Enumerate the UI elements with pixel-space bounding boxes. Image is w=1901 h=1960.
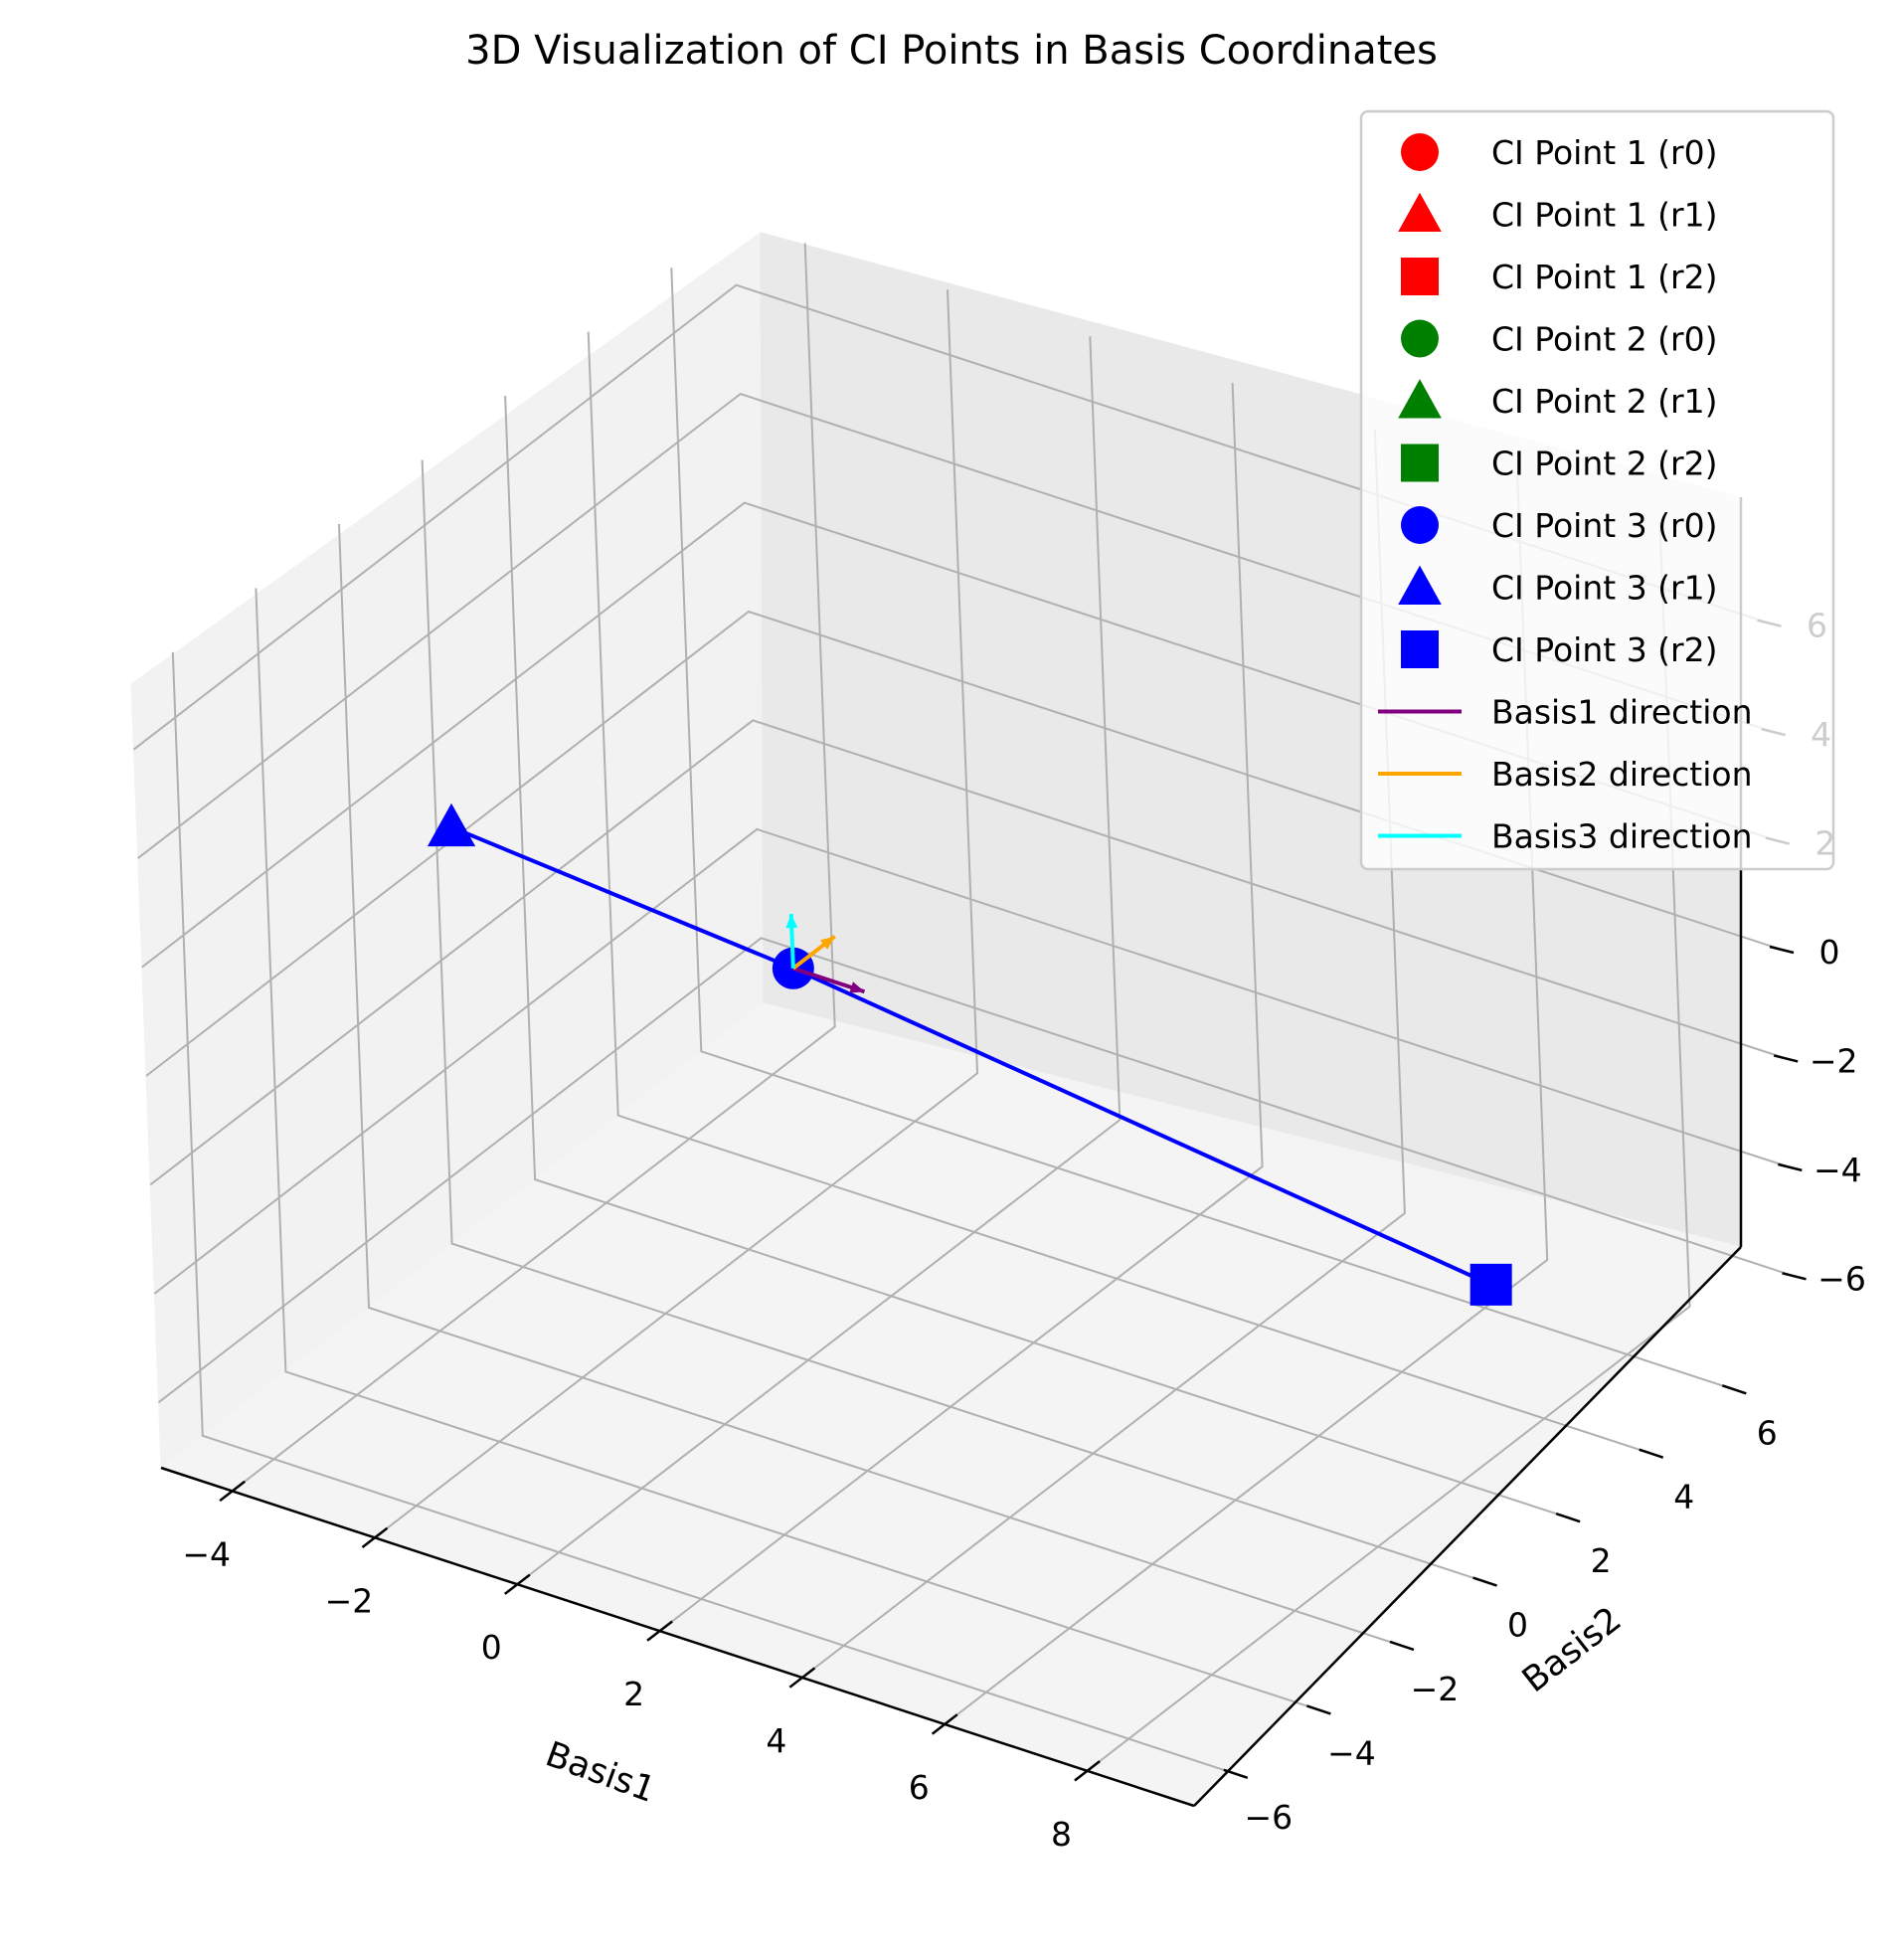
plot-area [427, 802, 1512, 1306]
legend-marker-swatch [1398, 379, 1442, 419]
y-axis-line [1193, 1246, 1742, 1807]
y-tick-label: 4 [1673, 1478, 1694, 1516]
y-grid-line [587, 331, 1652, 1455]
x-tick-label: −2 [325, 1581, 374, 1620]
y-tick-mark [1305, 1704, 1331, 1715]
basis-arrow-head [785, 914, 798, 929]
z-tick-mark [1773, 1054, 1799, 1063]
x-tick-mark [788, 1667, 816, 1689]
x-axis-label: Basis1 [540, 1734, 660, 1811]
legend-entry-label: CI Point 3 (r1) [1491, 569, 1718, 608]
z-tick-mark [1778, 1162, 1803, 1172]
legend-marker-swatch [1401, 444, 1439, 482]
legend-entry-label: Basis1 direction [1491, 693, 1753, 732]
z-grid-line [149, 719, 1787, 1186]
y-tick-label: 0 [1507, 1606, 1528, 1645]
y-tick-label: −4 [1327, 1733, 1376, 1772]
legend-entry-label: Basis3 direction [1491, 817, 1753, 856]
x-tick-label: 8 [1051, 1815, 1072, 1854]
x-tick-label: 6 [909, 1768, 930, 1807]
x-tick-label: 0 [481, 1628, 502, 1667]
basis-arrow-head [849, 981, 865, 993]
legend-entry-label: CI Point 3 (r2) [1491, 630, 1718, 669]
legend-marker-swatch [1401, 258, 1439, 295]
x-axis-line [160, 1466, 1195, 1808]
y-tick-label: −6 [1244, 1798, 1293, 1837]
y-grid-line [255, 588, 1319, 1711]
z-tick-label: −4 [1814, 1151, 1862, 1189]
y-tick-mark [1721, 1384, 1747, 1395]
y-tick-mark [1555, 1512, 1581, 1523]
x-grid-line [516, 336, 1122, 1585]
x-tick-mark [1074, 1760, 1101, 1782]
legend-entry-label: CI Point 1 (r2) [1491, 258, 1718, 296]
basis-arrow-head [819, 936, 835, 950]
x-tick-mark [503, 1573, 531, 1595]
y-axis-label: Basis2 [1515, 1600, 1629, 1701]
legend-frame [1359, 109, 1835, 871]
ci-point-marker [427, 802, 476, 847]
y-tick-label: 6 [1757, 1413, 1778, 1452]
z-tick-label: 0 [1819, 933, 1840, 972]
y-grid-line [421, 459, 1485, 1583]
y-tick-mark [1639, 1448, 1664, 1459]
y-grid-line [338, 523, 1403, 1647]
x-tick-label: 4 [766, 1721, 786, 1760]
z-grid-line [157, 937, 1795, 1404]
x-grid-line [232, 243, 836, 1493]
z-tick-label: −2 [1810, 1041, 1858, 1080]
legend-marker-swatch [1401, 319, 1439, 358]
x-tick-label: 2 [623, 1675, 644, 1713]
z-tick-mark [1769, 945, 1795, 955]
y-grid-line [171, 651, 1237, 1775]
y-tick-mark [1472, 1576, 1497, 1587]
legend-marker-swatch [1401, 630, 1439, 668]
x-tick-mark [361, 1526, 389, 1548]
y-grid-line [670, 267, 1735, 1391]
legend-marker-swatch [1398, 192, 1442, 232]
z-tick-mark [1782, 1272, 1807, 1281]
y-tick-label: 2 [1591, 1541, 1612, 1580]
x-grid-line [658, 383, 1264, 1632]
ci-point-marker [1469, 1263, 1512, 1306]
legend-entry-label: Basis2 direction [1491, 755, 1753, 794]
y-tick-mark [1223, 1768, 1249, 1779]
y-tick-label: −2 [1411, 1670, 1460, 1708]
legend: CI Point 1 (r0) CI Point 1 (r1) CI Point 1… [1359, 109, 1835, 871]
x-tick-mark [931, 1713, 958, 1735]
x-tick-label: −4 [182, 1534, 231, 1573]
legend-entry-label: CI Point 1 (r0) [1491, 133, 1718, 172]
legend-entry-label: CI Point 3 (r0) [1491, 506, 1718, 545]
legend-entry-label: CI Point 2 (r0) [1491, 320, 1718, 359]
x-grid-line [374, 289, 979, 1539]
chart-title: 3D Visualization of CI Points in Basis C… [465, 28, 1438, 74]
y-grid-line [504, 396, 1569, 1519]
y-tick-mark [1389, 1640, 1415, 1652]
legend-entry-label: CI Point 2 (r2) [1491, 445, 1718, 483]
legend-marker-swatch [1401, 506, 1439, 544]
x-tick-mark [646, 1620, 673, 1642]
legend-marker-swatch [1401, 133, 1439, 171]
legend-entry-label: CI Point 1 (r1) [1491, 196, 1718, 235]
legend-entry-label: CI Point 2 (r1) [1491, 382, 1718, 421]
z-tick-label: −6 [1817, 1259, 1866, 1298]
legend-marker-swatch [1398, 565, 1442, 605]
z-grid-line [153, 827, 1791, 1295]
x-tick-mark [219, 1480, 246, 1503]
